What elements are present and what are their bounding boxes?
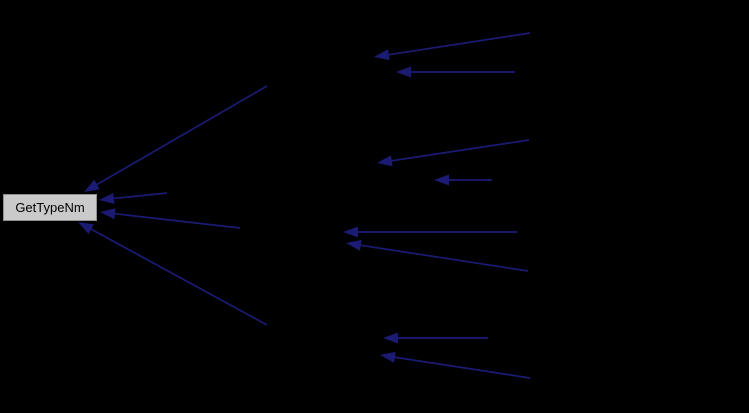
call-edge [391,139,530,162]
node-gettypenm: GetTypeNm [3,194,97,221]
call-edge [90,228,268,326]
arrowhead-icon [374,49,390,61]
arrowhead-icon [84,179,100,192]
arrowhead-icon [377,155,393,167]
arrowhead-icon [396,66,411,78]
arrowhead-icon [434,174,449,186]
arrowhead-icon [100,208,116,220]
arrowhead-icon [383,332,398,344]
arrowhead-icon [380,351,396,363]
call-edge [96,85,268,186]
arrowhead-icon [346,239,362,251]
arrowhead-icon [343,226,358,238]
call-edge [388,32,531,56]
call-edge [113,192,168,200]
call-edge [114,212,241,229]
arrowhead-icon [99,192,115,204]
call-edge [394,356,531,379]
arrowhead-icon [78,222,94,235]
call-edge [360,244,529,272]
node-gettypenm-label: GetTypeNm [15,200,85,215]
